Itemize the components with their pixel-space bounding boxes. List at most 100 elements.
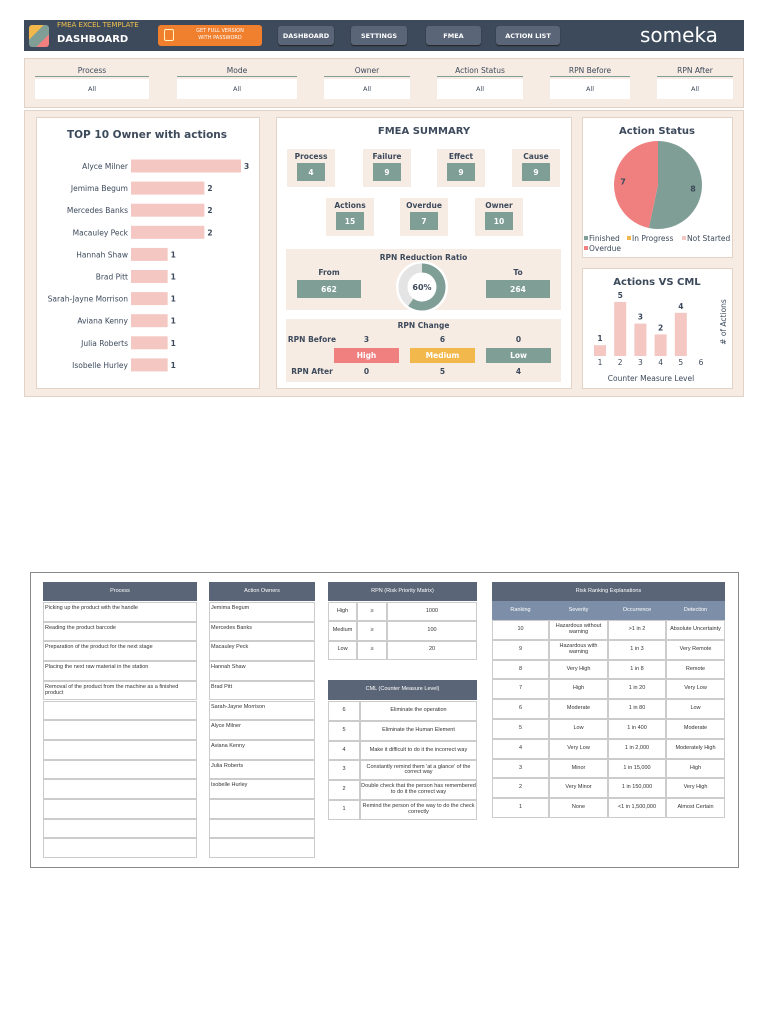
filter-select[interactable]: All bbox=[657, 79, 733, 99]
level-badge: Low bbox=[486, 348, 551, 363]
rpn-after-value: 5 bbox=[439, 367, 446, 376]
table-cell: 1 in 80 bbox=[608, 699, 666, 719]
reduction-title: RPN Reduction Ratio bbox=[379, 253, 468, 262]
filter-label: Process bbox=[35, 65, 149, 77]
table-cell: Minor bbox=[549, 758, 608, 779]
kpi-value: 9 bbox=[522, 163, 550, 181]
table-cell: 3 bbox=[328, 760, 360, 781]
kpi-label: Failure bbox=[372, 151, 402, 161]
empty-cell bbox=[43, 700, 197, 721]
table-cell: 3 bbox=[492, 758, 549, 779]
table-cell: Very Minor bbox=[549, 778, 608, 799]
nav-button[interactable]: FMEA bbox=[426, 26, 481, 45]
to-label: To bbox=[513, 268, 523, 277]
summary-title: FMEA SUMMARY bbox=[377, 125, 471, 137]
table-cell: 1000 bbox=[387, 602, 477, 622]
filter-label: Mode bbox=[177, 65, 297, 77]
empty-cell bbox=[43, 720, 197, 740]
empty-cell bbox=[209, 799, 315, 819]
table-cell: Brad Pitt bbox=[209, 680, 315, 701]
empty-cell bbox=[43, 779, 197, 799]
table-cell: 20 bbox=[387, 640, 477, 660]
filter-label: RPN After bbox=[657, 65, 733, 77]
empty-cell bbox=[43, 799, 197, 819]
from-value: 662 bbox=[297, 280, 361, 298]
table-cell: Sarah-Jayne Morrison bbox=[209, 700, 315, 721]
rpn-after-value: 0 bbox=[363, 367, 370, 376]
table-cell: Absolute Uncertainty bbox=[666, 620, 725, 640]
kpi-value: 15 bbox=[336, 212, 364, 230]
table-cell: 2 bbox=[492, 778, 549, 799]
table-cell: Moderate bbox=[549, 699, 608, 719]
table-cell: 10 bbox=[492, 620, 549, 640]
table-cell: Very Low bbox=[549, 738, 608, 759]
table-cell: 6 bbox=[328, 701, 360, 721]
table-header: Risk Ranking Explanations bbox=[492, 582, 725, 601]
kpi-value: 10 bbox=[485, 212, 513, 230]
table-cell: High bbox=[549, 679, 608, 700]
kpi-value: 4 bbox=[297, 163, 325, 181]
table-cell: <1 in 1,500,000 bbox=[608, 798, 666, 818]
kpi-label: Actions bbox=[334, 200, 366, 210]
filter-select[interactable]: All bbox=[35, 79, 149, 99]
table-cell: 1 in 8 bbox=[608, 659, 666, 680]
table-cell: 1 in 2,000 bbox=[608, 738, 666, 759]
table-cell: 9 bbox=[492, 639, 549, 660]
nav-button[interactable]: DASHBOARD bbox=[278, 26, 334, 45]
template-label: FMEA EXCEL TEMPLATE bbox=[57, 21, 139, 29]
before-label: RPN Before bbox=[287, 335, 337, 344]
level-badge: High bbox=[334, 348, 399, 363]
table-cell: Low bbox=[666, 699, 725, 719]
table-cell: 5 bbox=[492, 719, 549, 739]
kpi-label: Cause bbox=[523, 151, 549, 161]
from-label: From bbox=[318, 268, 340, 277]
table-cell: Mercedes Banks bbox=[209, 621, 315, 642]
table-cell: 8 bbox=[492, 659, 549, 680]
table-header: Ranking bbox=[492, 601, 549, 620]
level-badge: Medium bbox=[410, 348, 475, 363]
table-cell: None bbox=[549, 798, 608, 818]
table-cell: Isobelle Hurley bbox=[209, 779, 315, 799]
table-cell: Hazardous without warning bbox=[549, 620, 608, 640]
rpn-before-value: 0 bbox=[515, 335, 522, 344]
table-cell: Constantly remind them 'at a glance' of … bbox=[360, 760, 477, 781]
table-cell: Low bbox=[328, 640, 357, 660]
table-cell: ≥ bbox=[357, 602, 387, 622]
promo-button[interactable]: GET FULL VERSION WITH PASSWORD bbox=[158, 25, 262, 46]
logo-icon bbox=[29, 25, 49, 47]
table-header: Process bbox=[43, 582, 197, 601]
empty-cell bbox=[43, 739, 197, 760]
table-cell: 6 bbox=[492, 699, 549, 719]
kpi-value: 7 bbox=[410, 212, 438, 230]
card bbox=[582, 268, 733, 389]
table-cell: Preparation of the product for the next … bbox=[43, 641, 197, 662]
empty-cell bbox=[43, 818, 197, 839]
filter-select[interactable]: All bbox=[324, 79, 410, 99]
table-cell: 1 bbox=[328, 800, 360, 820]
table-cell: Hannah Shaw bbox=[209, 661, 315, 681]
table-cell: Placing the next raw material in the sta… bbox=[43, 661, 197, 681]
empty-cell bbox=[43, 838, 197, 859]
filter-label: Owner bbox=[324, 65, 410, 77]
table-cell: Removal of the product from the machine … bbox=[43, 680, 197, 701]
filter-label: Action Status bbox=[437, 65, 523, 77]
table-cell: Double check that the person has remembe… bbox=[360, 780, 477, 800]
filter-select[interactable]: All bbox=[550, 79, 630, 99]
table-cell: Very High bbox=[666, 778, 725, 799]
to-value: 264 bbox=[486, 280, 550, 298]
table-cell: 1 in 20 bbox=[608, 679, 666, 700]
nav-button[interactable]: ACTION LIST bbox=[496, 26, 560, 45]
card bbox=[36, 117, 260, 389]
table-header: CML (Counter Measure Level) bbox=[328, 680, 477, 700]
nav-button[interactable]: SETTINGS bbox=[351, 26, 407, 45]
kpi-label: Overdue bbox=[406, 200, 442, 210]
filter-select[interactable]: All bbox=[177, 79, 297, 99]
brand-logo: someka bbox=[640, 23, 718, 47]
table-cell: >1 in 2 bbox=[608, 620, 666, 640]
table-cell: Eliminate the operation bbox=[360, 701, 477, 721]
table-cell: Very High bbox=[549, 659, 608, 680]
table-cell: 1 in 400 bbox=[608, 719, 666, 739]
filter-select[interactable]: All bbox=[437, 79, 523, 99]
promo-text: WITH PASSWORD bbox=[198, 35, 242, 41]
table-cell: Macauley Peck bbox=[209, 641, 315, 662]
